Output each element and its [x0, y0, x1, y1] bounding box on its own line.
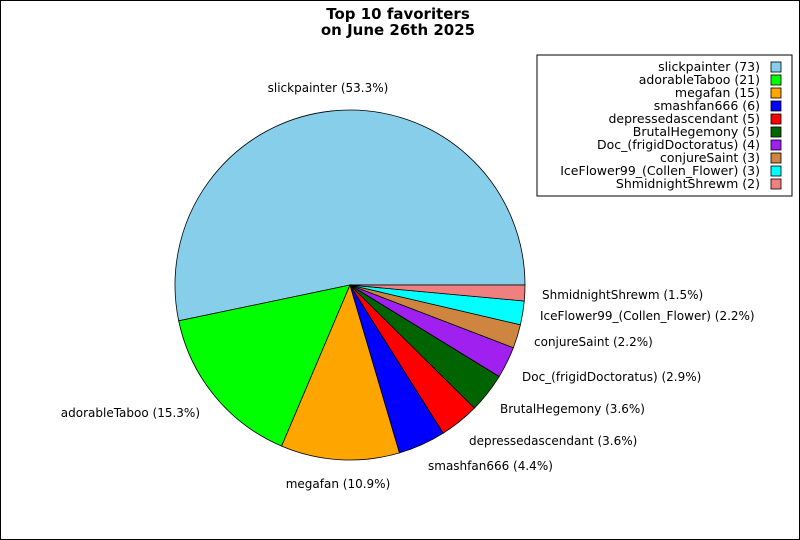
- chart-title-line-1: Top 10 favoriters: [326, 5, 470, 23]
- legend-entry-label: IceFlower99_(Collen_Flower) (3): [560, 163, 760, 178]
- legend-swatch: [770, 61, 782, 73]
- pie-slice-slickpainter: [174, 109, 526, 322]
- pie-slice-megafan: [281, 283, 400, 461]
- legend-entry-label: adorableTaboo (21): [639, 72, 760, 87]
- legend: slickpainter (73)adorableTaboo (21)megaf…: [536, 54, 793, 197]
- legend-entry-label: conjureSaint (3): [660, 150, 760, 165]
- slice-label: conjureSaint (2.2%): [534, 335, 653, 349]
- legend-swatch: [770, 87, 782, 99]
- legend-entry-label: megafan (15): [675, 85, 760, 100]
- legend-swatch: [770, 126, 782, 138]
- slice-labels: slickpainter (53.3%) adorableTaboo (15.3%…: [61, 81, 755, 491]
- pie-slices: [174, 109, 526, 461]
- legend-entry-label: slickpainter (73): [658, 59, 760, 74]
- slice-label: adorableTaboo (15.3%): [61, 406, 200, 420]
- legend-entry-label: smashfan666 (6): [654, 98, 760, 113]
- chart-title-line-2: on June 26th 2025: [321, 21, 475, 39]
- slice-label: IceFlower99_(Collen_Flower) (2.2%): [540, 309, 755, 323]
- slice-label: smashfan666 (4.4%): [428, 459, 553, 473]
- legend-swatch: [770, 74, 782, 86]
- legend-swatch: [770, 152, 782, 164]
- slice-label: ShmidnightShrewm (1.5%): [542, 288, 703, 302]
- slice-label: megafan (10.9%): [286, 477, 391, 491]
- slice-label: BrutalHegemony (3.6%): [500, 402, 645, 416]
- slice-label: slickpainter (53.3%): [268, 81, 389, 95]
- legend-entry-label: BrutalHegemony (5): [633, 124, 760, 139]
- legend-swatch: [770, 139, 782, 151]
- legend-entry-label: ShmidnightShrewm (2): [616, 176, 760, 191]
- legend-swatch: [770, 113, 782, 125]
- pie-slice-shmidnightshrewm: [349, 284, 526, 302]
- pie-slice-adorabletaboo: [178, 284, 351, 447]
- slice-label: depressedascendant (3.6%): [469, 434, 637, 448]
- legend-swatch: [770, 178, 782, 190]
- legend-swatch: [770, 100, 782, 112]
- legend-entry-label: depressedascendant (5): [608, 111, 760, 126]
- slice-label: Doc_(frigidDoctoratus) (2.9%): [522, 370, 701, 384]
- legend-swatch: [770, 165, 782, 177]
- legend-box: [536, 54, 793, 197]
- legend-entry-label: Doc_(frigidDoctoratus) (4): [597, 137, 760, 152]
